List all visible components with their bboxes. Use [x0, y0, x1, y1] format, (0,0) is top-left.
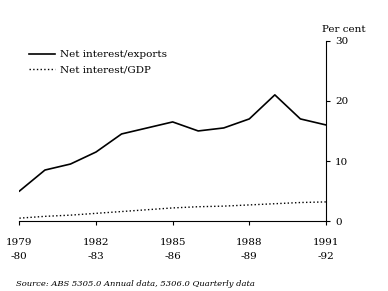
Net interest/exports: [196, 129, 201, 133]
Text: Per cent: Per cent: [322, 24, 366, 33]
Net interest/exports: [68, 162, 73, 166]
Legend: Net interest/exports, Net interest/GDP: Net interest/exports, Net interest/GDP: [24, 46, 171, 79]
Net interest/exports: [247, 117, 252, 121]
Text: -83: -83: [88, 252, 104, 261]
Net interest/GDP: [272, 202, 277, 205]
Net interest/GDP: [170, 206, 175, 210]
Text: 1991: 1991: [313, 238, 339, 247]
Text: Source: ABS 5305.0 Annual data, 5306.0 Quarterly data: Source: ABS 5305.0 Annual data, 5306.0 Q…: [16, 280, 255, 288]
Net interest/GDP: [94, 212, 99, 215]
Net interest/exports: [222, 126, 226, 130]
Text: -92: -92: [317, 252, 334, 261]
Text: 1988: 1988: [236, 238, 263, 247]
Net interest/exports: [94, 150, 99, 154]
Net interest/GDP: [68, 213, 73, 217]
Line: Net interest/exports: Net interest/exports: [19, 95, 326, 191]
Text: -86: -86: [164, 252, 181, 261]
Text: 1982: 1982: [83, 238, 109, 247]
Text: -80: -80: [11, 252, 28, 261]
Net interest/GDP: [298, 201, 303, 204]
Text: 1979: 1979: [6, 238, 33, 247]
Net interest/exports: [272, 93, 277, 97]
Net interest/GDP: [17, 217, 22, 220]
Net interest/exports: [17, 189, 22, 193]
Net interest/exports: [324, 123, 328, 127]
Net interest/exports: [43, 168, 47, 172]
Net interest/GDP: [119, 210, 124, 213]
Net interest/exports: [170, 120, 175, 124]
Net interest/exports: [119, 132, 124, 136]
Line: Net interest/GDP: Net interest/GDP: [19, 202, 326, 218]
Net interest/exports: [298, 117, 303, 121]
Text: 1985: 1985: [159, 238, 186, 247]
Net interest/GDP: [222, 204, 226, 208]
Text: -89: -89: [241, 252, 258, 261]
Net interest/GDP: [43, 214, 47, 218]
Net interest/GDP: [196, 205, 201, 208]
Net interest/GDP: [324, 200, 328, 204]
Net interest/GDP: [247, 203, 252, 207]
Net interest/GDP: [145, 208, 149, 212]
Net interest/exports: [145, 126, 149, 130]
